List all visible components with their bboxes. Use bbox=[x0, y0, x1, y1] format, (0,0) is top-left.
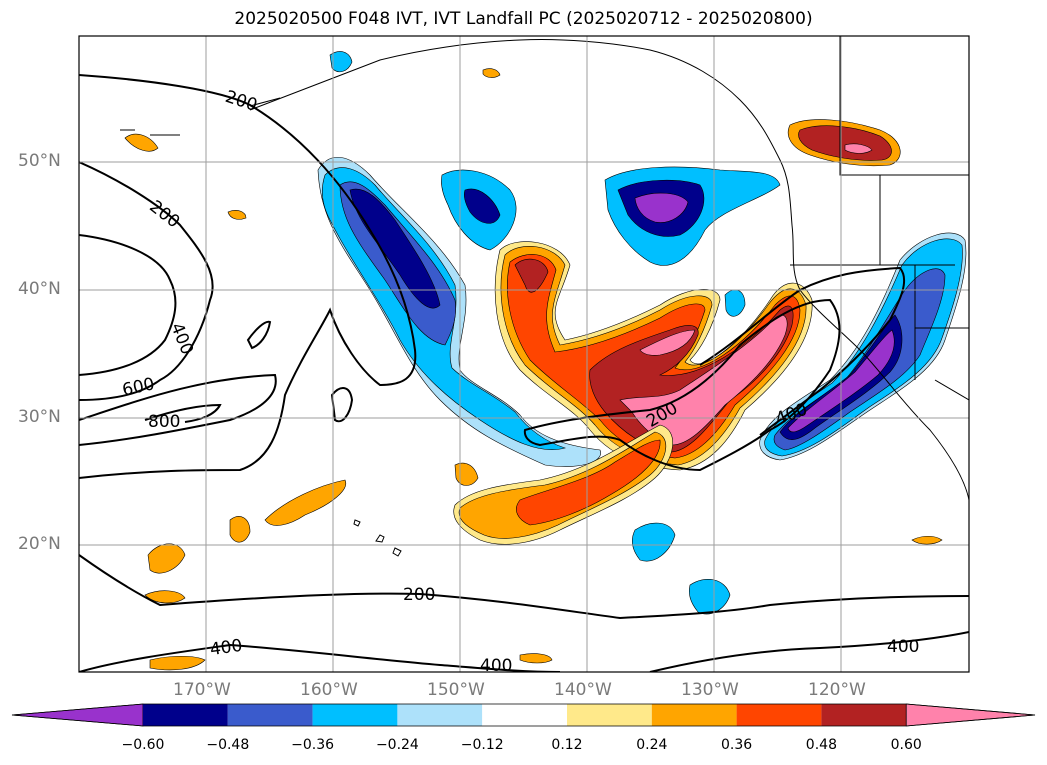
colorbar-tick-label: −0.60 bbox=[121, 737, 165, 753]
negative-blob-northeast-purple bbox=[634, 192, 689, 223]
colorbar-segment bbox=[227, 704, 313, 726]
contour-400 bbox=[79, 234, 177, 376]
colorbar-segment bbox=[821, 704, 907, 726]
positive-red-blob-ne-pink bbox=[844, 143, 873, 154]
positive-arc-darkred bbox=[514, 258, 549, 293]
colorbar-tick-label: 0.24 bbox=[636, 737, 668, 753]
positive-band-south-orange bbox=[458, 431, 667, 539]
colorbar bbox=[11, 703, 1036, 727]
colorbar-segment bbox=[651, 704, 737, 726]
lon-label: 170°W bbox=[173, 680, 231, 700]
contour-200-outer bbox=[79, 74, 417, 479]
negative-small-blob-3 bbox=[329, 51, 353, 73]
contour-label: 400 bbox=[480, 656, 512, 676]
graticule bbox=[79, 36, 969, 672]
lat-label: 40°N bbox=[18, 279, 61, 299]
lon-label: 140°W bbox=[554, 680, 612, 700]
map-title: 2025020500 F048 IVT, IVT Landfall PC (20… bbox=[234, 9, 813, 29]
positive-small-blob-4 bbox=[144, 590, 186, 604]
colorbar-tick-label: −0.12 bbox=[460, 737, 504, 753]
coastlines bbox=[120, 36, 969, 557]
lat-label: 30°N bbox=[18, 407, 61, 427]
contour-400-south bbox=[79, 643, 561, 672]
contour-label: 800 bbox=[148, 412, 180, 432]
contour-200-inner bbox=[79, 161, 214, 401]
contour-800 bbox=[144, 403, 222, 423]
lon-label: 160°W bbox=[300, 680, 358, 700]
contour-label: 200 bbox=[403, 585, 435, 605]
colorbar-tick-label: −0.24 bbox=[375, 737, 419, 753]
contour-200-east bbox=[523, 298, 841, 472]
colorbar-segment bbox=[482, 704, 567, 726]
contour-600 bbox=[79, 373, 277, 446]
contour-400-se bbox=[649, 631, 969, 672]
colorbar-outline bbox=[11, 703, 1036, 727]
map-frame bbox=[78, 35, 970, 673]
contour-400-east bbox=[699, 266, 906, 436]
positive-small-blob-9 bbox=[482, 68, 501, 78]
contour-small-loop2 bbox=[330, 387, 354, 423]
positive-small-blob-6 bbox=[124, 133, 159, 152]
contour-200-south bbox=[79, 554, 969, 620]
positive-small-blob-2 bbox=[264, 479, 347, 526]
colorbar-tick-label: −0.36 bbox=[291, 737, 335, 753]
colorbar-segment bbox=[312, 704, 398, 726]
positive-small-blob-3 bbox=[229, 516, 251, 543]
colorbar-tick-label: −0.48 bbox=[206, 737, 250, 753]
negative-band-northwest-navy bbox=[349, 188, 441, 309]
positive-small-blob-7 bbox=[149, 655, 206, 671]
lon-label: 130°W bbox=[681, 680, 739, 700]
positive-small-blob-10 bbox=[227, 210, 247, 220]
positive-small-blob-5 bbox=[454, 462, 479, 486]
negative-blob-north-core bbox=[463, 188, 501, 224]
ivt-contours bbox=[79, 74, 969, 672]
colorbar-tick-label: 0.36 bbox=[721, 737, 753, 753]
lon-label: 150°W bbox=[427, 680, 485, 700]
positive-small-blob-1 bbox=[147, 543, 186, 574]
colorbar-tick-label: 0.12 bbox=[551, 737, 583, 753]
contour-small-loop bbox=[246, 320, 272, 350]
lat-label: 50°N bbox=[18, 151, 61, 171]
colorbar-segment bbox=[567, 704, 652, 726]
colorbar-segment bbox=[736, 704, 822, 726]
positive-small-blob-11 bbox=[911, 535, 943, 545]
colorbar-extend-left bbox=[11, 703, 144, 727]
contour-label: 400 bbox=[209, 636, 244, 660]
positive-band-south-red bbox=[516, 439, 661, 526]
positive-arc-pink2 bbox=[639, 329, 696, 356]
colorbar-segment bbox=[143, 704, 228, 726]
colorbar-tick-label: 0.60 bbox=[890, 737, 922, 753]
lat-label: 20°N bbox=[18, 534, 61, 554]
positive-small-blob-8 bbox=[519, 653, 553, 664]
contour-label: 400 bbox=[887, 637, 919, 657]
lon-label: 120°W bbox=[808, 680, 866, 700]
colorbar-tick-label: 0.48 bbox=[805, 737, 837, 753]
colorbar-segment bbox=[397, 704, 483, 726]
colorbar-extend-right bbox=[905, 703, 1036, 727]
